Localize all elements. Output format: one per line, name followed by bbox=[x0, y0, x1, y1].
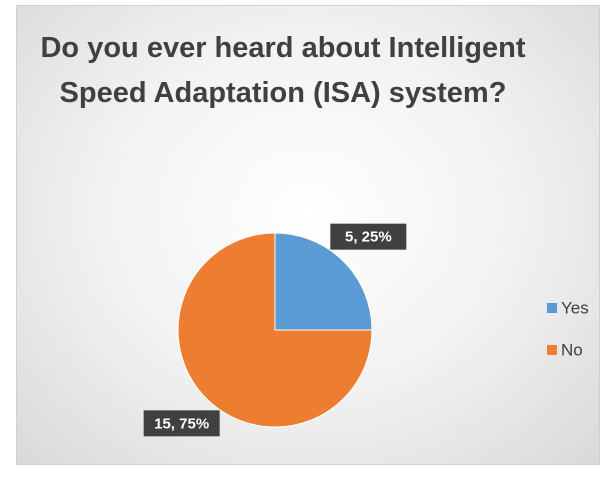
legend-label: Yes bbox=[561, 298, 589, 317]
data-label-box bbox=[330, 223, 407, 250]
legend-swatch bbox=[547, 345, 557, 355]
data-label-box bbox=[143, 410, 220, 437]
data-label: 5, 25% bbox=[345, 229, 392, 246]
pie-slice bbox=[177, 232, 373, 428]
pie-slice bbox=[274, 232, 373, 331]
chart-title: Do you ever heard about Intelligent Spee… bbox=[40, 32, 526, 109]
legend-swatch bbox=[547, 303, 557, 313]
legend-label: No bbox=[561, 340, 583, 359]
data-label: 15, 75% bbox=[154, 415, 209, 432]
